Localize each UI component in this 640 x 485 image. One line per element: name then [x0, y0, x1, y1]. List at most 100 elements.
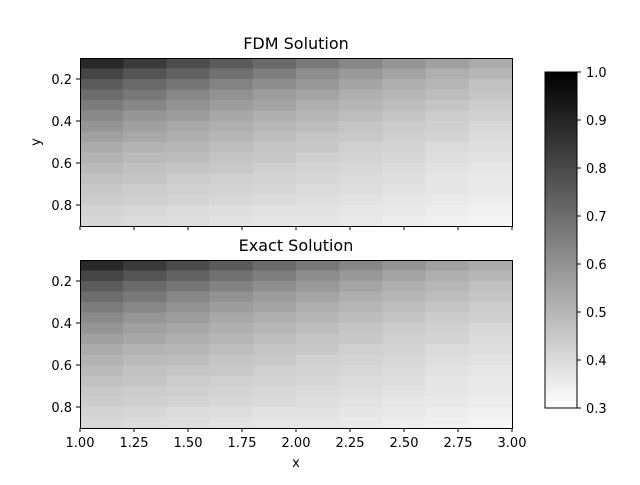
colorbar-tick-label: 0.3: [586, 402, 607, 417]
heatmap-cell: [339, 215, 383, 227]
heatmap-cell: [80, 407, 124, 418]
heatmap-cell: [425, 396, 470, 408]
heatmap-cell: [468, 396, 513, 408]
heatmap-cell: [209, 365, 254, 376]
heatmap-cell: [252, 260, 297, 271]
heatmap-cell: [339, 79, 383, 90]
heatmap-cell: [123, 142, 167, 153]
heatmap-cell: [252, 333, 297, 345]
heatmap-cell: [425, 121, 470, 132]
heatmap-cell: [339, 100, 383, 111]
heatmap-cell: [382, 407, 426, 418]
heatmap-cell: [166, 110, 210, 122]
x-axis-ticks-exact: 1.00 1.25 1.50 1.75 2.00 2.25 2.50 2.75 3.00: [66, 428, 527, 451]
heatmap-cell: [123, 131, 167, 143]
heatmap-cell: [166, 100, 210, 111]
heatmap-cell: [339, 365, 383, 376]
heatmap-cell: [166, 215, 210, 227]
heatmap-cell: [166, 407, 210, 418]
heatmap-cell: [123, 152, 167, 164]
heatmap-cell: [80, 291, 124, 303]
colorbar-tick-label: 0.6: [586, 258, 607, 273]
heatmap-cell: [80, 312, 124, 324]
heatmap-cell: [80, 215, 124, 227]
panel-title-fdm: FDM Solution: [243, 34, 349, 53]
heatmap-cell: [468, 205, 513, 216]
heatmap-exact: [80, 260, 513, 429]
heatmap-cell: [80, 375, 124, 387]
heatmap-cell: [209, 89, 254, 101]
heatmap-cell: [468, 173, 513, 185]
heatmap-cell: [123, 100, 167, 111]
heatmap-fdm: [80, 58, 513, 227]
heatmap-cell: [296, 312, 340, 324]
heatmap-cell: [382, 79, 426, 90]
heatmap-cell: [296, 173, 340, 185]
heatmap-cell: [468, 194, 513, 206]
heatmap-cell: [166, 121, 210, 132]
heatmap-cell: [166, 194, 210, 206]
heatmap-cell: [339, 260, 383, 271]
heatmap-cell: [296, 333, 340, 345]
heatmap-cell: [209, 194, 254, 206]
heatmap-cell: [80, 386, 124, 397]
heatmap-cell: [382, 323, 426, 334]
heatmap-cell: [209, 323, 254, 334]
x-tick-label: 3.00: [498, 436, 527, 451]
heatmap-cell: [80, 184, 124, 195]
heatmap-cell: [425, 281, 470, 292]
heatmap-cell: [382, 375, 426, 387]
heatmap-cell: [80, 110, 124, 122]
heatmap-cell: [166, 184, 210, 195]
heatmap-cell: [80, 205, 124, 216]
heatmap-cell: [296, 365, 340, 376]
heatmap-cell: [80, 365, 124, 376]
heatmap-cell: [166, 79, 210, 90]
heatmap-cell: [339, 344, 383, 355]
heatmap-cell: [209, 312, 254, 324]
heatmap-cell: [252, 417, 297, 429]
heatmap-cell: [209, 396, 254, 408]
heatmap-cell: [166, 365, 210, 376]
heatmap-cell: [296, 68, 340, 80]
heatmap-cell: [468, 354, 513, 366]
heatmap-cell: [339, 354, 383, 366]
heatmap-cell: [425, 184, 470, 195]
heatmap-cell: [296, 163, 340, 174]
heatmap-cell: [425, 407, 470, 418]
heatmap-cell: [209, 344, 254, 355]
y-axis-ticks-fdm: 0.2 0.4 0.6 0.8: [51, 73, 80, 214]
heatmap-cell: [80, 142, 124, 153]
heatmap-cell: [209, 407, 254, 418]
heatmap-cell: [425, 68, 470, 80]
heatmap-cell: [468, 79, 513, 90]
heatmap-cell: [209, 142, 254, 153]
heatmap-cell: [252, 354, 297, 366]
heatmap-cell: [80, 68, 124, 80]
heatmap-cell: [123, 215, 167, 227]
heatmap-cell: [80, 58, 124, 69]
heatmap-cell: [296, 110, 340, 122]
heatmap-cell: [382, 121, 426, 132]
heatmap-cell: [80, 163, 124, 174]
heatmap-cell: [252, 312, 297, 324]
heatmap-cell: [166, 333, 210, 345]
heatmap-cell: [123, 344, 167, 355]
heatmap-cell: [252, 152, 297, 164]
heatmap-cell: [296, 100, 340, 111]
heatmap-cell: [252, 68, 297, 80]
heatmap-cell: [339, 407, 383, 418]
heatmap-cell: [339, 291, 383, 303]
colorbar-tick-label: 0.7: [586, 210, 607, 225]
heatmap-cell: [382, 205, 426, 216]
heatmap-cell: [80, 302, 124, 313]
heatmap-cell: [166, 173, 210, 185]
y-axis-ticks-exact: 0.2 0.4 0.6 0.8: [51, 275, 80, 416]
heatmap-cell: [166, 260, 210, 271]
heatmap-cell: [339, 312, 383, 324]
heatmap-cell: [209, 270, 254, 282]
heatmap-cell: [166, 58, 210, 69]
heatmap-cell: [296, 386, 340, 397]
heatmap-cell: [425, 205, 470, 216]
heatmap-cell: [123, 417, 167, 429]
